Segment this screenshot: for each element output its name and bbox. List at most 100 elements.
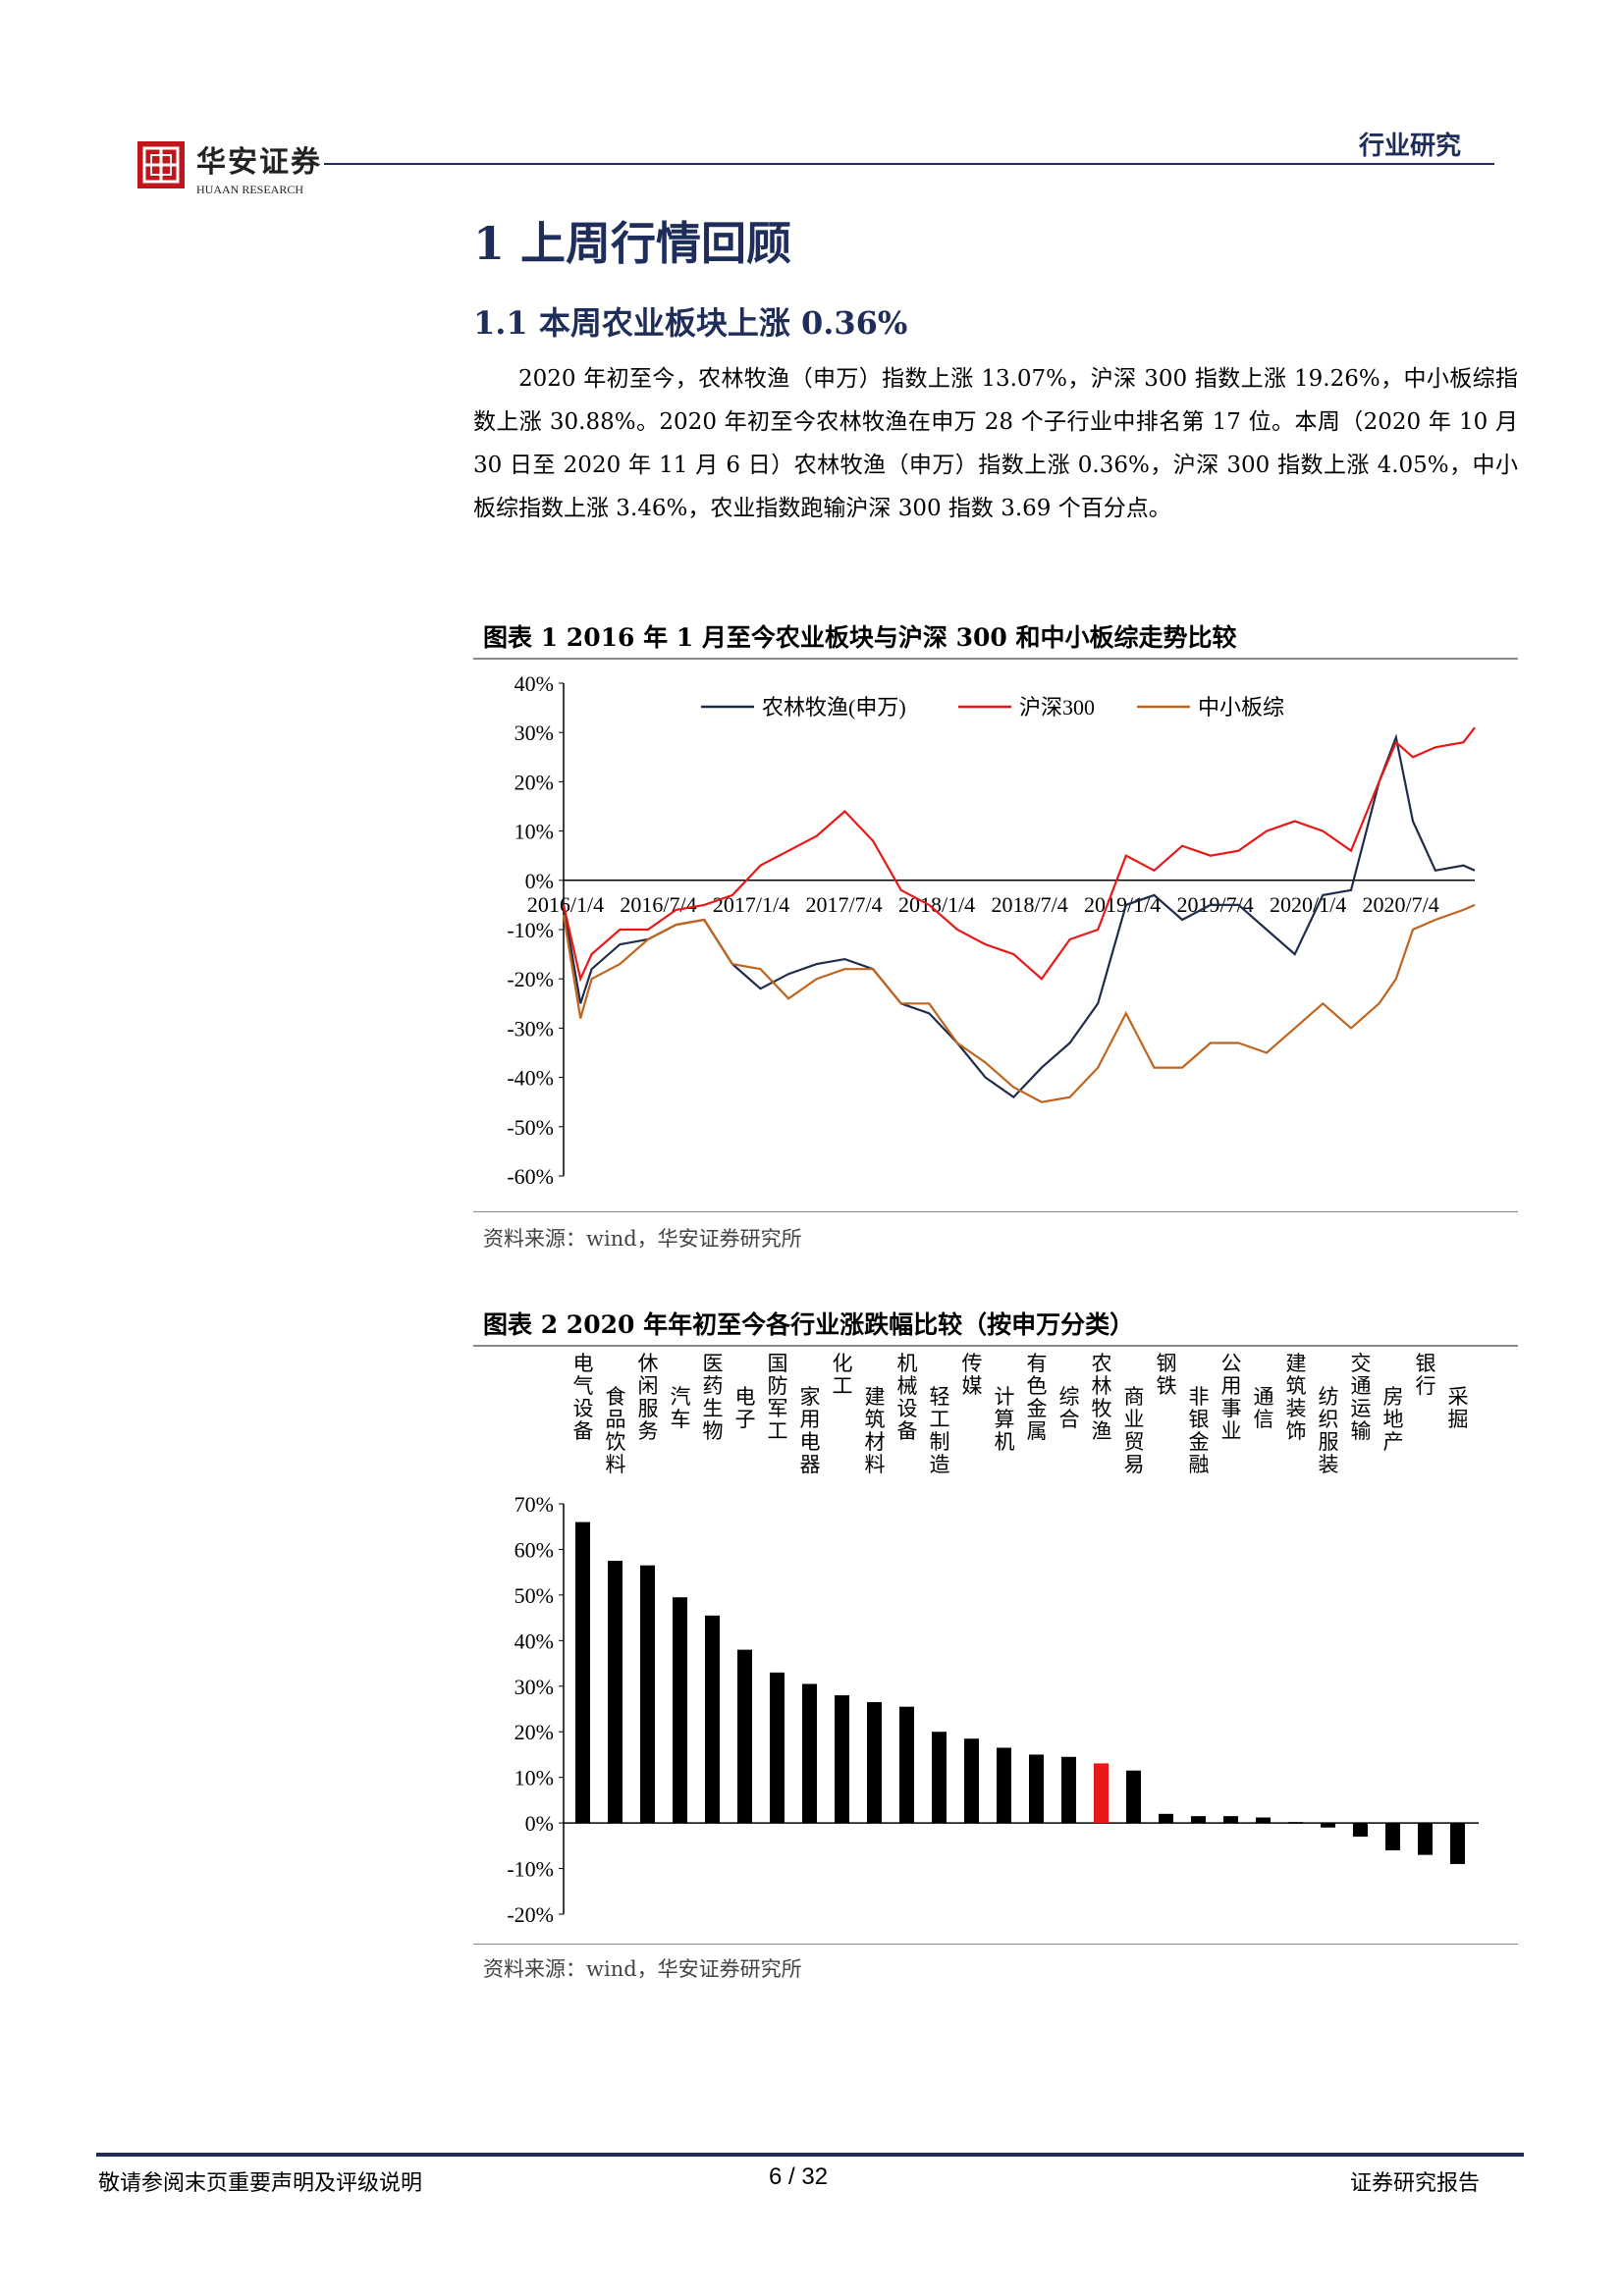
bar-11 (899, 1706, 914, 1824)
category-label: 医药生物 (703, 1352, 724, 1443)
category-label: 电气设备 (573, 1352, 594, 1443)
brand-logo-icon (137, 141, 185, 188)
x-tick-label: 2020/1/4 (1270, 892, 1346, 917)
y-tick-label: 10% (514, 1766, 554, 1790)
category-label: 传媒 (962, 1352, 983, 1398)
bar-13 (964, 1738, 979, 1824)
category-label: 公用事业 (1221, 1352, 1242, 1443)
y-tick-label: 30% (514, 721, 554, 745)
y-tick-label: -60% (507, 1164, 554, 1189)
series-line-3 (562, 903, 1476, 1103)
line-chart: 40% 30% 20% 10% 0% -10% -20% -30% -40% -50% -60% 20… (507, 671, 1476, 1189)
figure2-bottom-rule (473, 1944, 1518, 1945)
category-label: 农林牧渔 (1092, 1352, 1112, 1443)
x-tick-label: 2017/1/4 (713, 892, 789, 917)
series-line-2 (562, 726, 1476, 983)
y-tick-label: 0% (525, 869, 554, 893)
y-tick-label: 60% (514, 1537, 554, 1562)
category-label: 计算机 (995, 1385, 1015, 1454)
category-label: 化工 (833, 1352, 853, 1398)
figure1-top-rule (473, 658, 1518, 660)
section-heading: 1 上周行情回顾 (473, 217, 792, 270)
bar-18 (1126, 1770, 1141, 1824)
bar-28 (1450, 1823, 1465, 1864)
subsection-heading: 1.1 本周农业板块上涨 0.36% (473, 304, 908, 342)
y-tick-label: 10% (514, 820, 554, 844)
bar-7 (770, 1672, 785, 1824)
y-tick-label: -30% (507, 1016, 554, 1041)
bar-22 (1256, 1817, 1271, 1824)
legend-label-3: 中小板综 (1198, 695, 1284, 720)
category-label: 纺织服装 (1319, 1385, 1339, 1476)
y-tick-label: 40% (514, 1629, 554, 1653)
bar-1 (575, 1522, 590, 1824)
legend-label-2: 沪深300 (1019, 695, 1095, 720)
figure1-bottom-rule (473, 1211, 1518, 1212)
bar-8 (802, 1683, 817, 1824)
category-label: 家用电器 (800, 1385, 821, 1476)
y-tick-label: 30% (514, 1675, 554, 1699)
footer-divider (96, 2153, 1524, 2157)
category-label: 交通运输 (1351, 1352, 1372, 1443)
bar-20 (1191, 1816, 1206, 1824)
series-line-1 (562, 733, 1476, 1099)
category-label: 电子 (735, 1385, 756, 1431)
category-label: 商业贸易 (1124, 1385, 1145, 1476)
y-tick-label: -50% (507, 1115, 554, 1140)
figure2-top-rule (473, 1345, 1518, 1347)
legend-label-1: 农林牧渔(申万) (762, 695, 906, 720)
bar-5 (705, 1615, 720, 1824)
category-label: 综合 (1059, 1385, 1080, 1431)
figure1-title: 图表 1 2016 年 1 月至今农业板块与沪深 300 和中小板综走势比较 (483, 623, 1237, 652)
y-tick-label: 50% (514, 1583, 554, 1608)
x-tick-label: 2017/7/4 (805, 892, 882, 917)
footer-disclaimer: 敬请参阅末页重要声明及评级说明 (98, 2171, 423, 2196)
category-label: 轻工制造 (930, 1385, 950, 1476)
bar-23 (1288, 1822, 1303, 1824)
bar-15 (1029, 1754, 1044, 1824)
page-number: 6 / 32 (769, 2163, 829, 2190)
footer-report-type: 证券研究报告 (1350, 2171, 1481, 2196)
category-label: 通信 (1254, 1385, 1274, 1431)
bar-6 (737, 1649, 752, 1824)
bar-12 (932, 1732, 947, 1824)
category-label: 机械设备 (897, 1352, 918, 1443)
figure1-source: 资料来源：wind，华安证券研究所 (483, 1227, 802, 1251)
bar-14 (997, 1747, 1011, 1824)
category-label: 非银金融 (1189, 1385, 1210, 1476)
category-label: 建筑装饰 (1286, 1352, 1307, 1443)
bar-25 (1353, 1823, 1368, 1838)
category-label: 汽车 (671, 1385, 691, 1431)
y-tick-label: -10% (507, 1857, 554, 1882)
y-tick-label: -20% (507, 1902, 554, 1927)
bar-24 (1321, 1823, 1335, 1828)
y-tick-label: -10% (507, 918, 554, 942)
y-tick-label: 20% (514, 1720, 554, 1744)
bar-chart: 70% 60% 50% 40% 30% 20% 10% 0% -10% -20% 电气设备食品饮料休… (507, 1352, 1479, 1927)
category-label: 银行 (1416, 1352, 1436, 1398)
category-label: 建筑材料 (865, 1385, 886, 1476)
bar-21 (1223, 1816, 1238, 1824)
bar-4 (673, 1597, 687, 1824)
y-tick-label: 70% (514, 1492, 554, 1517)
bar-2 (608, 1561, 623, 1824)
category-label: 国防军工 (768, 1352, 788, 1443)
bar-19 (1159, 1813, 1173, 1824)
bar-27 (1418, 1823, 1433, 1855)
category-label: 有色金属 (1027, 1352, 1048, 1443)
category-label: 钢铁 (1157, 1352, 1177, 1398)
y-tick-label: -40% (507, 1066, 554, 1091)
category-label: 食品饮料 (606, 1385, 626, 1476)
y-tick-label: 40% (514, 671, 554, 696)
y-tick-label: -20% (507, 967, 554, 991)
category-label: 休闲服务 (638, 1352, 659, 1443)
bar-17 (1094, 1763, 1109, 1824)
summary-paragraph: 2020 年初至今，农林牧渔（申万）指数上涨 13.07%，沪深 300 指数上… (473, 366, 1518, 521)
figure2-title: 图表 2 2020 年年初至今各行业涨跌幅比较（按申万分类） (483, 1310, 1135, 1339)
y-tick-label: 0% (525, 1811, 554, 1836)
brand-name: 华安证券 (196, 145, 322, 180)
x-tick-label: 2020/7/4 (1363, 892, 1439, 917)
bar-16 (1061, 1756, 1076, 1824)
y-tick-label: 20% (514, 770, 554, 794)
brand-subtitle: HUAAN RESEARCH (196, 183, 304, 196)
